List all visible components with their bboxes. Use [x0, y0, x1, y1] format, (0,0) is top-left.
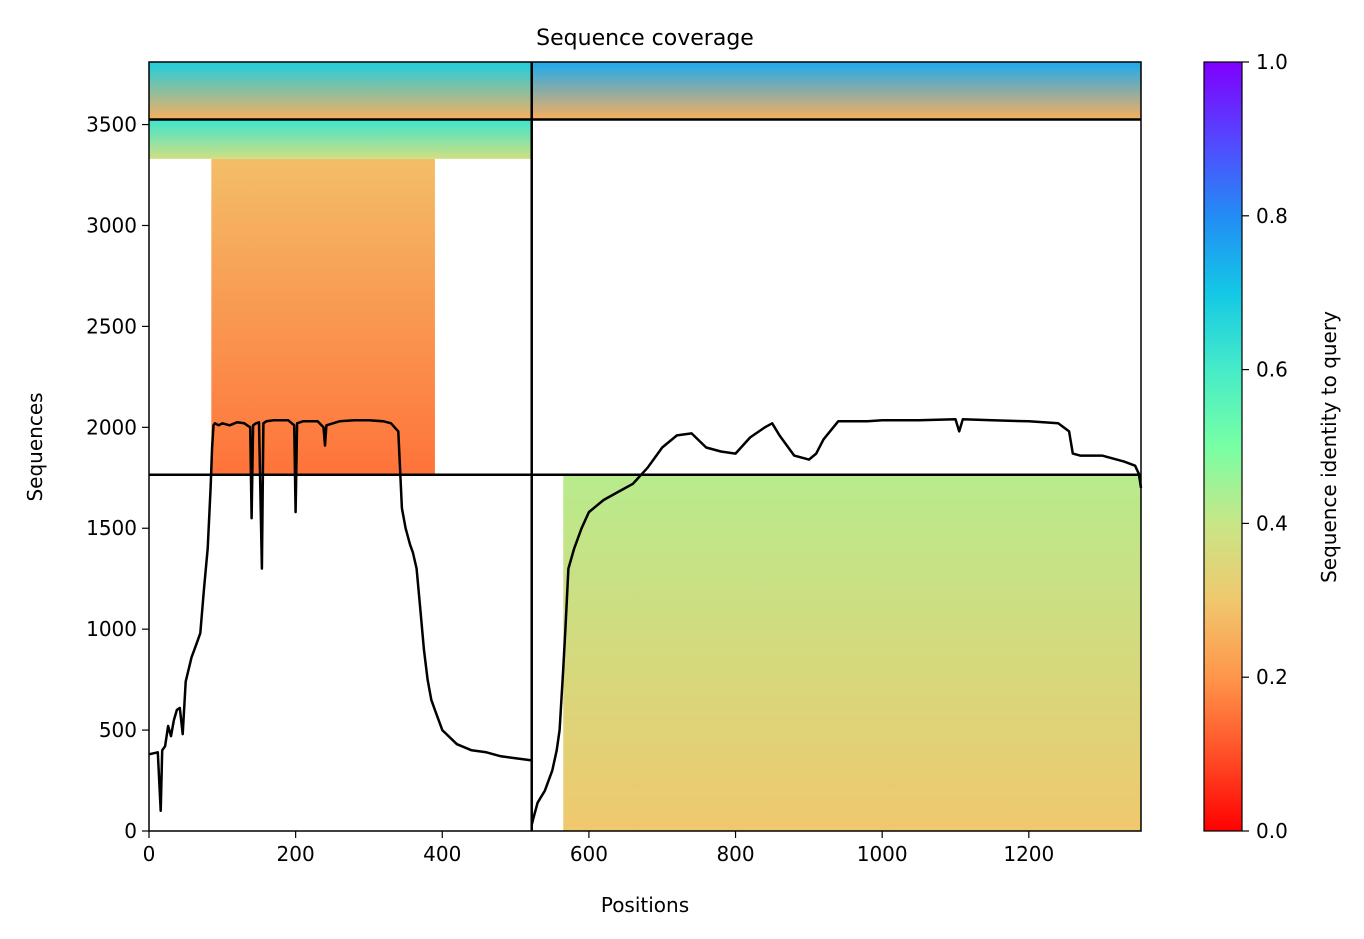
x-tick-label: 1000 — [857, 842, 908, 866]
coverage-blocks — [149, 62, 1141, 831]
y-tick-label: 1500 — [86, 516, 137, 540]
x-tick-label: 800 — [716, 842, 754, 866]
y-axis-label: Sequences — [23, 392, 47, 501]
y-tick-label: 0 — [124, 819, 137, 843]
x-tick-label: 1200 — [1003, 842, 1054, 866]
x-tick-label: 400 — [423, 842, 461, 866]
y-tick-label: 2500 — [86, 314, 137, 338]
colorbar-tick-label: 0.8 — [1256, 204, 1288, 228]
colorbar-frame — [1203, 61, 1243, 832]
coverage-block-0 — [149, 62, 532, 120]
x-axis: 0 200 400 600 800 1000 1200 — [143, 831, 1054, 866]
colorbar: 0.0 0.2 0.4 0.6 0.8 1.0 Sequence identity to … — [1203, 50, 1341, 843]
coverage-block-1 — [531, 62, 1141, 120]
coverage-line — [148, 418, 1143, 826]
coverage-line-segment-1 — [530, 418, 1143, 826]
colorbar-tick-label: 0.6 — [1256, 358, 1288, 382]
plot-area — [148, 61, 1143, 832]
coverage-block-2 — [149, 119, 532, 159]
colorbar-fill — [1204, 62, 1242, 831]
colorbar-tick-label: 0.4 — [1256, 511, 1288, 535]
y-tick-label: 500 — [99, 718, 137, 742]
y-tick-label: 2000 — [86, 415, 137, 439]
colorbar-ticks: 0.0 0.2 0.4 0.6 0.8 1.0 — [1242, 50, 1288, 843]
x-tick-label: 600 — [570, 842, 608, 866]
colorbar-tick-label: 1.0 — [1256, 50, 1288, 74]
chart-title: Sequence coverage — [536, 26, 754, 51]
y-tick-label: 3000 — [86, 213, 137, 237]
x-axis-label: Positions — [601, 893, 689, 917]
plot-frame — [148, 61, 1142, 832]
y-tick-label: 3500 — [86, 113, 137, 137]
colorbar-tick-label: 0.2 — [1256, 665, 1288, 689]
colorbar-tick-label: 0.0 — [1256, 819, 1288, 843]
coverage-line-segment-0 — [148, 419, 532, 813]
divider-lines — [149, 62, 1141, 831]
coverage-block-4 — [563, 474, 1141, 831]
coverage-block-3 — [211, 158, 435, 475]
x-tick-label: 200 — [277, 842, 315, 866]
colorbar-label: Sequence identity to query — [1317, 311, 1341, 583]
y-tick-label: 1000 — [86, 617, 137, 641]
y-axis: 0 500 1000 1500 2000 2500 3000 3500 — [86, 113, 149, 843]
x-tick-label: 0 — [143, 842, 156, 866]
